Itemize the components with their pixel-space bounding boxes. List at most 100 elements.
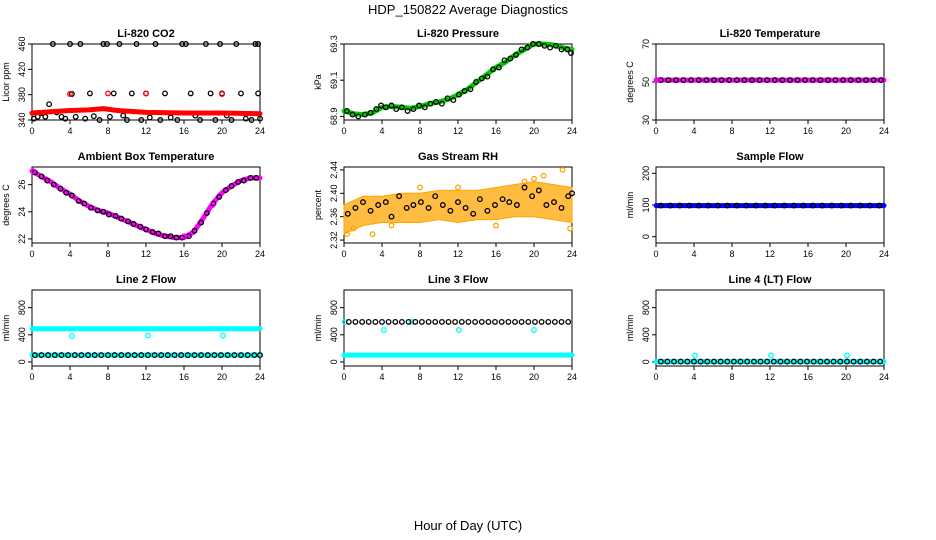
data-point	[439, 202, 446, 208]
data-point	[100, 208, 107, 215]
data-point	[657, 202, 664, 209]
x-tick-label: 12	[141, 126, 151, 136]
data-point	[85, 352, 92, 359]
panel-co2: Li-820 CO2 Licor ppm 0 4 8 12 16 20 24 340 380 420 4…	[1, 28, 265, 136]
data-point	[787, 77, 793, 84]
data-point	[654, 358, 660, 365]
data-point	[118, 352, 125, 359]
data-point	[255, 41, 262, 47]
data-point	[174, 117, 181, 123]
data-point	[233, 41, 240, 47]
x-tick-label: 16	[179, 249, 189, 259]
data-point	[50, 181, 57, 188]
data-point	[112, 212, 119, 219]
data-point	[425, 318, 432, 325]
x-tick-label: 4	[691, 126, 696, 136]
data-point	[44, 177, 51, 184]
data-point	[157, 117, 164, 123]
data-point	[352, 318, 359, 325]
x-tick-label: 20	[529, 372, 539, 382]
panel-line4: Line 4 (LT) Flow ml/min 0 4 8 12 16 20 24 0 400 800	[625, 274, 889, 382]
series-line	[29, 106, 263, 117]
x-tick-label: 16	[803, 372, 813, 382]
data-point	[361, 111, 368, 118]
data-point	[341, 318, 348, 325]
data-point	[417, 184, 423, 191]
data-point	[455, 184, 461, 191]
data-point	[105, 211, 112, 218]
panel-rh: Gas Stream RH percent 0 4 8 12 16 20 24 2.32 2.36 2…	[313, 151, 577, 259]
data-point	[684, 358, 691, 365]
data-point	[461, 88, 468, 94]
data-point	[425, 204, 432, 211]
data-point	[410, 202, 417, 208]
data-point	[222, 187, 229, 194]
data-point	[202, 41, 209, 47]
data-point	[216, 193, 223, 200]
data-point	[67, 41, 73, 47]
data-point	[349, 111, 356, 118]
data-point	[388, 102, 395, 109]
data-point	[68, 192, 75, 199]
y-tick-label: 200	[641, 166, 651, 181]
data-point	[171, 352, 178, 359]
data-point	[498, 318, 505, 325]
data-point	[385, 318, 392, 325]
data-point	[817, 77, 824, 84]
data-point	[179, 41, 186, 47]
data-point	[476, 196, 483, 203]
data-point	[505, 318, 512, 325]
data-point	[680, 77, 687, 84]
data-point	[63, 189, 70, 196]
x-tick-label: 4	[67, 126, 72, 136]
data-point	[790, 202, 797, 209]
data-point	[418, 318, 425, 325]
panel-temperature: Li-820 Temperature degrees C 0 4 8 12 16 20 24 30…	[625, 28, 889, 136]
data-point	[209, 202, 216, 208]
x-tick-label: 4	[379, 249, 384, 259]
data-point	[450, 97, 457, 104]
x-tick-label: 20	[217, 249, 227, 259]
x-tick-label: 0	[29, 126, 34, 136]
data-point	[382, 104, 389, 111]
data-point	[733, 202, 740, 209]
data-point	[248, 117, 255, 123]
x-tick-label: 4	[691, 372, 696, 382]
data-point	[178, 352, 185, 359]
panel-pressure: Li-820 Pressure kPa 0 4 8 12 16 20 24 68.9 69.1 69.…	[313, 28, 577, 136]
data-point	[484, 73, 491, 80]
y-tick-label: 100	[641, 197, 651, 212]
data-point	[231, 352, 238, 359]
data-point	[750, 358, 757, 365]
data-point	[379, 318, 385, 325]
y-tick-label: 70	[641, 39, 651, 49]
data-point	[105, 90, 111, 97]
data-point	[686, 202, 693, 209]
data-point	[182, 41, 189, 47]
data-point	[410, 106, 417, 113]
data-point	[567, 225, 574, 232]
data-point	[565, 193, 572, 200]
data-point	[757, 358, 764, 365]
data-point	[697, 358, 704, 365]
y-tick-label: 400	[329, 327, 339, 342]
data-point	[484, 207, 491, 214]
data-point	[404, 108, 411, 114]
data-point	[58, 352, 65, 359]
x-tick-label: 12	[141, 372, 151, 382]
data-point	[784, 358, 791, 365]
y-tick-label: 0	[329, 359, 339, 364]
data-point	[855, 77, 862, 84]
data-point	[77, 41, 84, 47]
data-point	[467, 86, 474, 93]
x-tick-label: 12	[765, 249, 775, 259]
data-point	[38, 173, 45, 180]
data-point	[691, 358, 697, 365]
x-tick-label: 20	[217, 372, 227, 382]
data-point	[242, 115, 249, 122]
data-point	[749, 77, 755, 84]
data-point	[72, 113, 79, 120]
data-point	[82, 115, 89, 122]
x-tick-label: 20	[841, 249, 851, 259]
data-point	[130, 221, 137, 227]
